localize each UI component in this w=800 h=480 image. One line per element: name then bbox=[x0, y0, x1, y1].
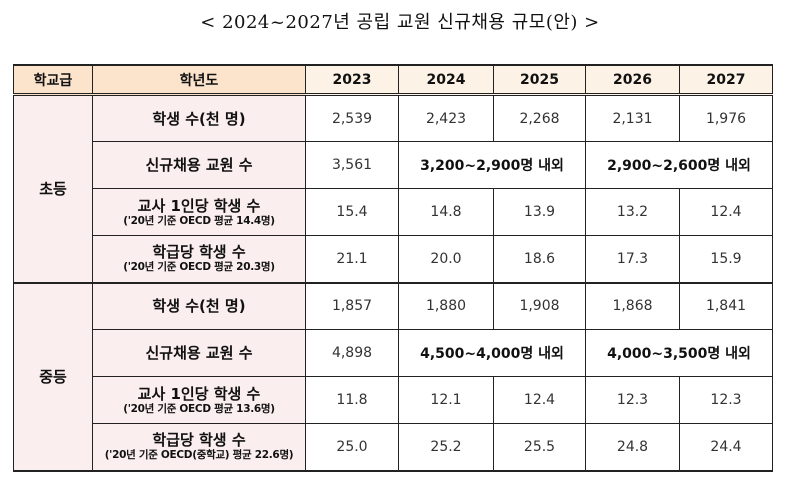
table-row: 신규채용 교원 수 4,898 4,500~4,000명 내외 4,000~3,500… bbox=[14, 329, 773, 377]
value-cell: 1,908 bbox=[493, 282, 586, 330]
range-cell: 2,900~2,600명 내외 bbox=[585, 141, 773, 189]
value-cell: 21.1 bbox=[305, 235, 399, 283]
table-row: 학급당 학생 수 ('20년 기준 OECD 평균 20.3명) 21.1 20.0 1… bbox=[14, 235, 773, 283]
value-cell: 25.0 bbox=[305, 423, 399, 471]
table-row: 중등 학생 수(천 명) 1,857 1,880 1,908 1,868 1,841 bbox=[13, 282, 773, 471]
value-cell: 24.4 bbox=[679, 423, 773, 471]
range-cell: 4,000~3,500명 내외 bbox=[585, 329, 773, 377]
value-cell: 12.3 bbox=[585, 376, 680, 424]
header-year: 2023 bbox=[305, 64, 399, 95]
row-label-text: 학생 수(천 명) bbox=[152, 297, 246, 316]
value-cell: 1,857 bbox=[305, 282, 399, 330]
header-year: 2027 bbox=[679, 64, 773, 95]
value-cell: 18.6 bbox=[493, 235, 586, 283]
header-school-level: 학교급 bbox=[13, 64, 93, 95]
value-cell: 13.9 bbox=[493, 188, 586, 236]
value-cell: 12.4 bbox=[493, 376, 586, 424]
value-cell: 12.3 bbox=[679, 376, 773, 424]
row-label-note: ('20년 기준 OECD(중학교) 평균 22.6명) bbox=[104, 449, 294, 462]
row-label-note: ('20년 기준 OECD 평균 14.4명) bbox=[123, 214, 275, 227]
row-label-note: ('20년 기준 OECD 평균 13.6명) bbox=[123, 402, 275, 415]
school-level-cell: 중등 bbox=[13, 282, 93, 471]
value-cell: 12.1 bbox=[398, 376, 494, 424]
header-row: 학교급 학년도 2023 2024 2025 2026 2027 bbox=[13, 64, 773, 95]
row-label: 신규채용 교원 수 bbox=[92, 141, 306, 189]
header-year: 2026 bbox=[585, 64, 680, 95]
header-year: 2025 bbox=[493, 64, 586, 95]
row-label-text: 신규채용 교원 수 bbox=[145, 156, 253, 174]
value-cell: 2,423 bbox=[398, 94, 494, 142]
value-cell: 3,561 bbox=[305, 141, 399, 189]
row-label: 학급당 학생 수 ('20년 기준 OECD(중학교) 평균 22.6명) bbox=[92, 423, 306, 471]
section-secondary: 중등 학생 수(천 명) 1,857 1,880 1,908 1,868 1,841 신규채용… bbox=[13, 282, 773, 471]
table-row: 초등 학생 수(천 명) 2,539 2,423 2,268 2,131 1,976 bbox=[13, 94, 773, 283]
table-row: 교사 1인당 학생 수 ('20년 기준 OECD 평균 14.4명) 15.4 14… bbox=[14, 188, 773, 236]
row-label: 학급당 학생 수 ('20년 기준 OECD 평균 20.3명) bbox=[92, 235, 306, 283]
row-label-note: ('20년 기준 OECD 평균 20.3명) bbox=[123, 261, 275, 274]
row-label-text: 교사 1인당 학생 수 bbox=[137, 196, 261, 215]
row-label-text: 학급당 학생 수 bbox=[152, 243, 246, 262]
page-title: < 2024~2027년 공립 교원 신규채용 규모(안) > bbox=[200, 12, 600, 33]
row-label: 학생 수(천 명) bbox=[92, 94, 306, 142]
header-year-label: 학년도 bbox=[92, 64, 306, 95]
row-label: 교사 1인당 학생 수 ('20년 기준 OECD 평균 13.6명) bbox=[92, 376, 306, 424]
range-cell: 3,200~2,900명 내외 bbox=[398, 141, 586, 189]
row-label-text: 신규채용 교원 수 bbox=[145, 344, 253, 362]
value-cell: 4,898 bbox=[305, 329, 399, 377]
value-cell: 24.8 bbox=[585, 423, 680, 471]
value-cell: 25.5 bbox=[493, 423, 586, 471]
row-label-text: 교사 1인당 학생 수 bbox=[137, 384, 261, 403]
value-cell: 14.8 bbox=[398, 188, 494, 236]
row-label: 교사 1인당 학생 수 ('20년 기준 OECD 평균 14.4명) bbox=[92, 188, 306, 236]
value-cell: 13.2 bbox=[585, 188, 680, 236]
value-cell: 2,539 bbox=[305, 94, 399, 142]
school-level-cell: 초등 bbox=[13, 94, 93, 283]
row-label-text: 학생 수(천 명) bbox=[152, 109, 246, 128]
value-cell: 15.4 bbox=[305, 188, 399, 236]
value-cell: 1,841 bbox=[679, 282, 773, 330]
value-cell: 1,868 bbox=[585, 282, 680, 330]
value-cell: 20.0 bbox=[398, 235, 494, 283]
table-row: 교사 1인당 학생 수 ('20년 기준 OECD 평균 13.6명) 11.8 12… bbox=[14, 376, 773, 424]
value-cell: 1,880 bbox=[398, 282, 494, 330]
value-cell: 17.3 bbox=[585, 235, 680, 283]
value-cell: 2,268 bbox=[493, 94, 586, 142]
value-cell: 12.4 bbox=[679, 188, 773, 236]
row-label: 학생 수(천 명) bbox=[92, 282, 306, 330]
value-cell: 15.9 bbox=[679, 235, 773, 283]
header-year: 2024 bbox=[398, 64, 494, 95]
table-row: 신규채용 교원 수 3,561 3,200~2,900명 내외 2,900~2,600… bbox=[14, 141, 773, 189]
section-elementary: 초등 학생 수(천 명) 2,539 2,423 2,268 2,131 1,976 신규채용… bbox=[13, 94, 773, 283]
row-label-text: 학급당 학생 수 bbox=[152, 431, 246, 450]
value-cell: 25.2 bbox=[398, 423, 494, 471]
value-cell: 11.8 bbox=[305, 376, 399, 424]
value-cell: 2,131 bbox=[585, 94, 680, 142]
row-label: 신규채용 교원 수 bbox=[92, 329, 306, 377]
range-cell: 4,500~4,000명 내외 bbox=[398, 329, 586, 377]
value-cell: 1,976 bbox=[679, 94, 773, 142]
table-row: 학급당 학생 수 ('20년 기준 OECD(중학교) 평균 22.6명) 25.0… bbox=[14, 423, 773, 471]
